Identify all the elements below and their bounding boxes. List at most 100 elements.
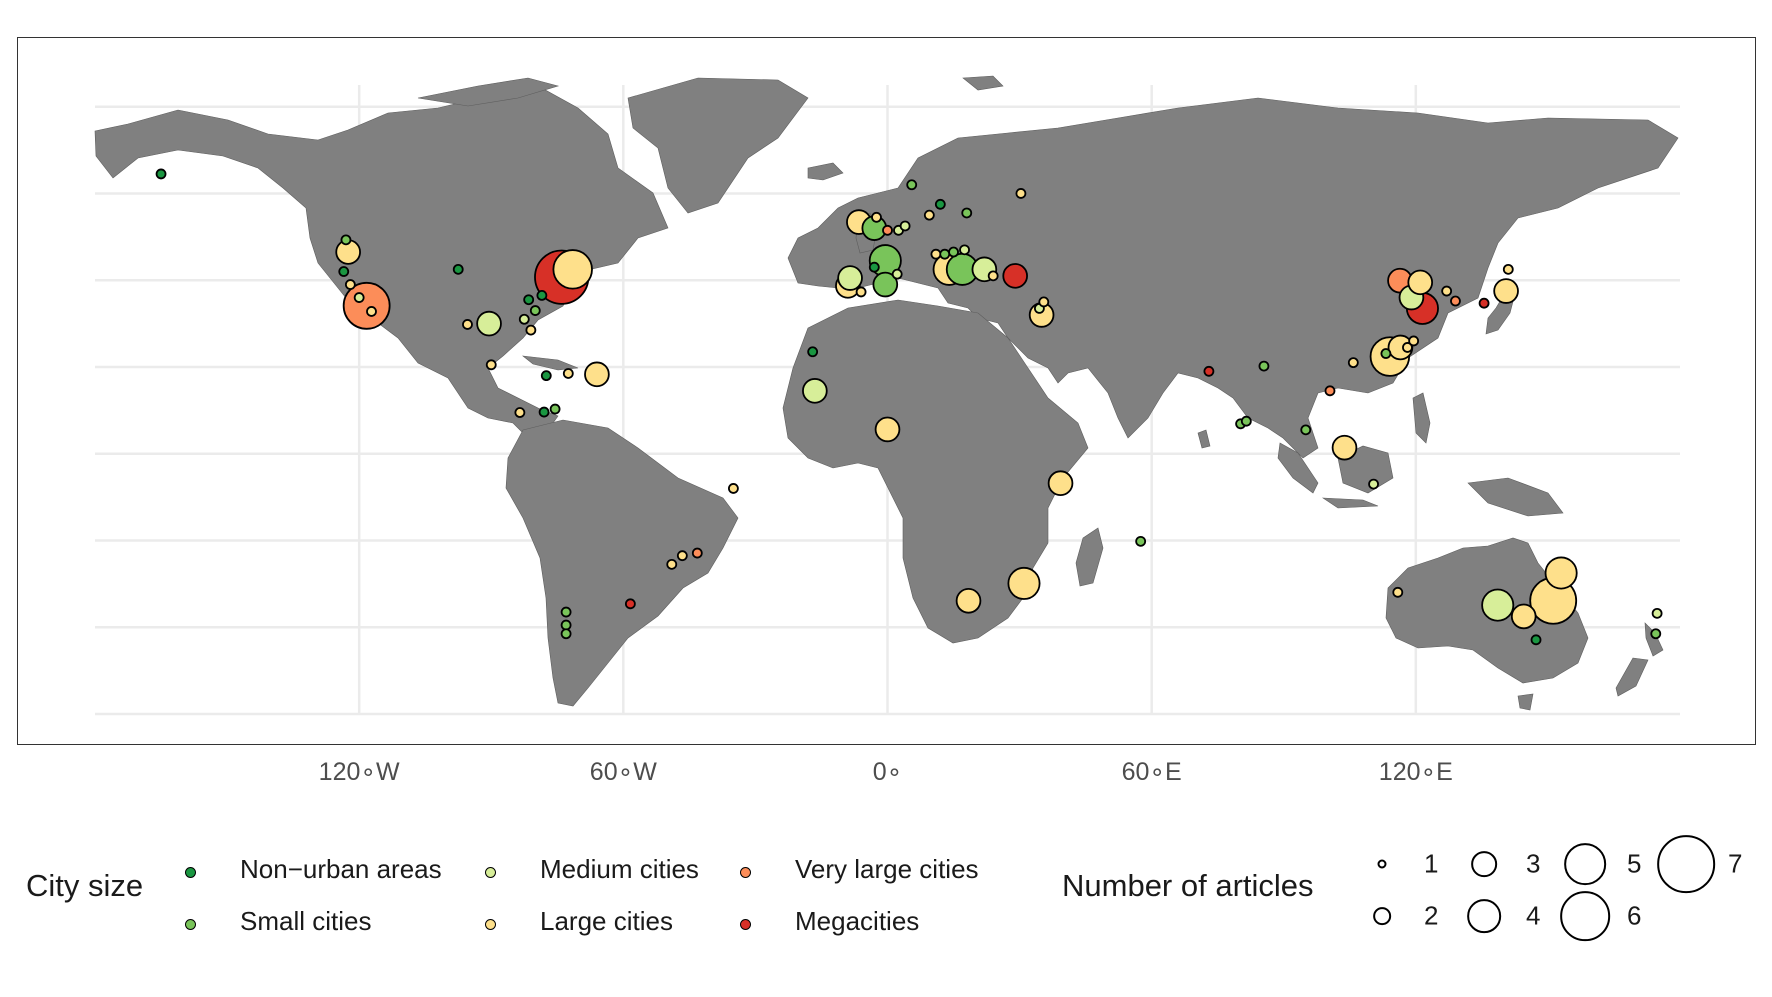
city-point bbox=[1441, 285, 1453, 297]
city-point bbox=[552, 249, 593, 290]
legend-color-swatch bbox=[485, 867, 496, 878]
madagascar-land bbox=[1075, 527, 1104, 587]
city-point bbox=[452, 263, 464, 275]
iceland-land bbox=[807, 162, 844, 181]
new-zealand-south-land bbox=[1615, 657, 1649, 697]
legend-size-circle bbox=[1560, 891, 1610, 941]
city-point bbox=[514, 407, 526, 418]
city-point bbox=[584, 361, 610, 388]
city-point bbox=[1240, 415, 1252, 427]
city-point bbox=[1135, 535, 1147, 547]
map-panel bbox=[17, 37, 1756, 745]
world-map bbox=[94, 75, 1680, 716]
legend-color-swatch bbox=[740, 867, 751, 878]
city-point bbox=[624, 598, 636, 610]
svalbard-land bbox=[962, 75, 1004, 91]
new-guinea-land bbox=[1467, 477, 1564, 517]
city-point bbox=[1408, 335, 1420, 347]
city-point bbox=[666, 558, 678, 570]
city-point bbox=[1544, 556, 1578, 590]
city-point bbox=[560, 619, 572, 631]
city-point bbox=[959, 244, 970, 256]
south-america-land bbox=[505, 419, 739, 707]
africa-land bbox=[782, 299, 1089, 644]
city-point bbox=[344, 279, 356, 290]
x-tick-label: 60∘W bbox=[589, 758, 657, 786]
city-point bbox=[930, 248, 942, 260]
city-point bbox=[1324, 385, 1336, 397]
city-point bbox=[1478, 297, 1490, 309]
city-point bbox=[549, 403, 561, 415]
city-point bbox=[536, 289, 548, 301]
city-point bbox=[1002, 263, 1028, 289]
city-point bbox=[338, 266, 350, 277]
x-tick-label: 60∘E bbox=[1121, 758, 1182, 786]
city-point bbox=[1007, 566, 1041, 600]
city-point bbox=[948, 246, 959, 258]
city-point bbox=[1368, 478, 1379, 490]
legend-color-label: Small cities bbox=[240, 906, 372, 936]
legend-color-label: Megacities bbox=[795, 906, 920, 936]
city-point bbox=[1203, 365, 1215, 377]
city-point bbox=[1380, 348, 1392, 359]
legend-size-circle bbox=[1657, 835, 1715, 893]
city-point bbox=[1047, 470, 1074, 497]
city-point bbox=[882, 224, 893, 236]
x-tick-label: 120∘W bbox=[318, 758, 400, 786]
city-point bbox=[1650, 628, 1662, 640]
city-point bbox=[891, 268, 903, 280]
legend-size-label: 7 bbox=[1728, 848, 1743, 879]
legend-size-circle bbox=[1471, 851, 1497, 877]
legend-size-circle bbox=[1564, 843, 1606, 885]
city-point bbox=[1015, 188, 1027, 199]
city-point bbox=[560, 628, 572, 640]
city-point bbox=[1402, 342, 1413, 353]
city-point bbox=[529, 305, 541, 316]
city-point bbox=[874, 416, 901, 443]
city-point bbox=[1407, 269, 1434, 296]
city-point bbox=[855, 286, 867, 298]
sumatra-land bbox=[1277, 442, 1319, 494]
city-point bbox=[538, 406, 550, 418]
city-points bbox=[155, 168, 1663, 646]
city-point bbox=[1392, 586, 1404, 598]
legend-size-label: 3 bbox=[1526, 848, 1541, 879]
legend-size-circle bbox=[1373, 907, 1391, 925]
city-point bbox=[1347, 357, 1359, 369]
city-point bbox=[1450, 295, 1461, 307]
city-point bbox=[934, 198, 946, 210]
city-point bbox=[340, 234, 352, 246]
city-point bbox=[462, 319, 473, 330]
city-point bbox=[1530, 634, 1542, 646]
legend-size-circle bbox=[1377, 859, 1387, 869]
city-point bbox=[366, 306, 377, 317]
city-point bbox=[807, 346, 819, 358]
city-point bbox=[691, 547, 703, 559]
city-point bbox=[955, 587, 982, 614]
city-point bbox=[476, 310, 502, 337]
city-point bbox=[868, 261, 880, 273]
city-point bbox=[987, 270, 999, 282]
city-point bbox=[906, 179, 918, 191]
legend-size-label: 2 bbox=[1424, 900, 1439, 931]
city-point bbox=[1331, 434, 1358, 461]
city-point bbox=[1493, 278, 1519, 304]
city-point bbox=[899, 220, 911, 232]
x-tick-label: 0∘ bbox=[872, 758, 903, 786]
city-point bbox=[560, 606, 572, 618]
legend-color-label: Non−urban areas bbox=[240, 854, 442, 884]
city-point bbox=[485, 359, 497, 371]
city-point bbox=[1258, 360, 1270, 372]
city-point bbox=[353, 292, 365, 303]
tasmania-land bbox=[1517, 693, 1534, 711]
city-point bbox=[155, 168, 167, 180]
arctic-islands-land bbox=[417, 77, 560, 107]
city-point bbox=[939, 248, 951, 260]
legend-size-circle bbox=[1467, 899, 1501, 933]
city-point bbox=[837, 265, 863, 291]
city-point bbox=[923, 209, 935, 221]
city-point bbox=[540, 370, 552, 382]
legend-color-label: Large cities bbox=[540, 906, 673, 936]
philippines-land bbox=[1412, 392, 1431, 444]
city-point bbox=[802, 378, 828, 404]
